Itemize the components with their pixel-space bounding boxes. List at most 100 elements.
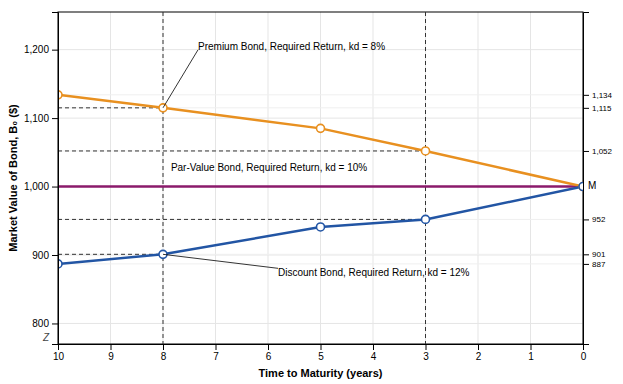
grid-line [58, 150, 583, 151]
y-axis-title: Market Value of Bond, B₀ ($) [7, 104, 19, 252]
series-line [58, 185, 583, 188]
grid-line [58, 186, 583, 187]
reference-line [163, 12, 164, 344]
chart: 1098765432108009001,0001,1001,2008879019… [0, 0, 623, 384]
tick-label: 7 [213, 351, 219, 362]
annotation: M [588, 180, 596, 191]
tick-label: 900 [32, 250, 49, 261]
x-axis: 109876543210 [53, 344, 587, 362]
tick-mark [583, 219, 589, 220]
tick: 9 [108, 344, 114, 362]
marker [317, 223, 325, 231]
grid-line [320, 12, 321, 344]
tick-label: 4 [371, 351, 377, 362]
tick-mark [583, 151, 589, 152]
tick: 901 [583, 250, 606, 259]
tick-label: 0 [581, 351, 587, 362]
grid-line [373, 12, 374, 344]
grid-line [58, 94, 583, 95]
marks [58, 12, 583, 344]
tick: 1,134 [583, 91, 613, 100]
reference-line [58, 150, 426, 151]
tick: 0 [581, 344, 587, 362]
annotation-leader [163, 254, 278, 268]
tick: 1,100 [24, 113, 58, 124]
y2-axis: 887901 952 1,052 1,115 1,134 [583, 13, 613, 345]
tick-mark [268, 344, 269, 350]
tick: 800 [32, 318, 58, 329]
annotation-leader [163, 50, 198, 108]
grid-line [58, 254, 583, 255]
tick: 3 [423, 344, 429, 362]
grid-line [58, 255, 583, 256]
tick-mark [583, 108, 589, 109]
annotation: Discount Bond, Required Return, kd = 12% [278, 267, 470, 278]
annotation: Premium Bond, Required Return, kd = 8% [198, 41, 385, 52]
tick-label: 8 [161, 351, 167, 362]
annotations: Premium Bond, Required Return, kd = 8% Pa… [42, 41, 596, 343]
axis-line [52, 13, 59, 345]
marker [579, 183, 583, 191]
tick: 900 [32, 250, 58, 261]
tick-mark [52, 255, 58, 256]
tick-mark [163, 344, 164, 350]
tick-label: 901 [592, 250, 606, 259]
tick-label: 800 [32, 318, 49, 329]
grid-line [425, 12, 426, 344]
reference-line [425, 12, 426, 344]
y-axis: 8009001,0001,1001,200 [24, 13, 59, 345]
grid-line [530, 12, 531, 344]
tick-mark [52, 118, 58, 119]
plot-area: 1098765432108009001,0001,1001,2008879019… [24, 12, 613, 362]
tick-label: 1,100 [24, 113, 49, 124]
tick: 1,200 [24, 44, 58, 55]
tick-label: 2 [476, 351, 482, 362]
tick-label: 1,134 [592, 91, 613, 100]
tick-label: 1,200 [24, 44, 49, 55]
tick: 10 [53, 344, 65, 362]
grid-line [268, 12, 269, 344]
series-line [58, 187, 583, 264]
tick: 7 [213, 344, 219, 362]
tick: 887 [583, 260, 606, 269]
grid [58, 12, 583, 344]
tick-mark [216, 344, 217, 350]
marker [317, 124, 325, 132]
axis-line [584, 13, 590, 345]
grid-line [58, 118, 583, 119]
grid-line [163, 12, 164, 344]
grid-line [58, 219, 583, 220]
tick-mark [52, 323, 58, 324]
grid-line [58, 323, 583, 324]
grid-line [215, 12, 216, 344]
tick-mark [583, 254, 589, 255]
tick-mark [426, 344, 427, 350]
marker [422, 147, 430, 155]
marker [422, 215, 430, 223]
tick: 4 [371, 344, 377, 362]
tick-label: 9 [108, 351, 114, 362]
axis-line [59, 345, 584, 351]
tick: 1,115 [583, 104, 612, 113]
tick: 5 [318, 344, 324, 362]
annotation: Par-Value Bond, Required Return, kd = 10… [171, 162, 367, 173]
tick-label: 1,052 [592, 147, 613, 156]
tick-mark [531, 344, 532, 350]
tick: 8 [161, 344, 167, 362]
tick: 1 [528, 344, 534, 362]
reference-line [58, 219, 426, 220]
tick-mark [583, 264, 589, 265]
annotation: Z [42, 332, 50, 343]
tick-mark [52, 187, 58, 188]
x-axis-title: Time to Maturity (years) [259, 367, 383, 379]
tick-mark [478, 344, 479, 350]
tick-mark [52, 50, 58, 51]
grid-line [58, 107, 583, 108]
tick: 952 [583, 215, 606, 224]
tick-label: 1,115 [592, 104, 612, 113]
tick: 2 [476, 344, 482, 362]
grid-line [478, 12, 479, 344]
tick-mark [321, 344, 322, 350]
grid-line [110, 12, 111, 344]
tick-label: 5 [318, 351, 324, 362]
